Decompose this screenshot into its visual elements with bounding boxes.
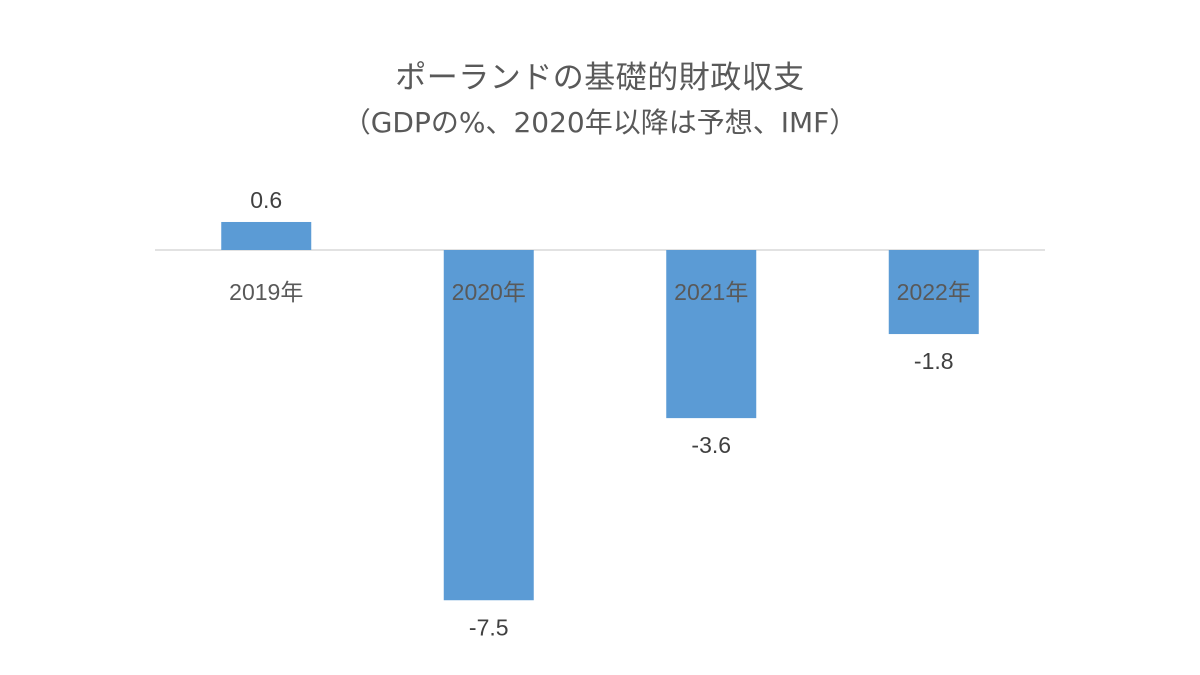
x-tick-label-2: 2021年 [674,279,748,305]
bar-1 [443,250,534,601]
x-tick-label-0: 2019年 [229,279,303,305]
chart-subtitle: （GDPの%、2020年以降は予想、IMF） [342,106,858,139]
x-tick-label-3: 2022年 [897,279,971,305]
bar-2 [666,250,757,419]
data-label-3: -1.8 [914,348,954,374]
data-label-0: 0.6 [250,187,282,213]
chart-title: ポーランドの基礎的財政収支 [395,60,805,96]
data-label-1: -7.5 [469,614,509,640]
bar-0 [221,221,312,250]
x-tick-label-1: 2020年 [452,279,526,305]
data-label-2: -3.6 [691,432,731,458]
bar-3 [888,250,979,335]
